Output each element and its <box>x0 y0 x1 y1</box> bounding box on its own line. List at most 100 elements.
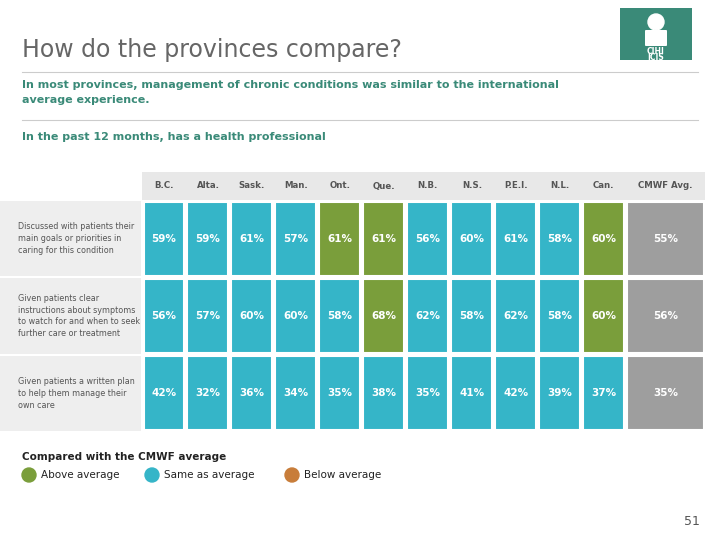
FancyBboxPatch shape <box>408 279 449 353</box>
Text: Sask.: Sask. <box>239 181 265 191</box>
FancyBboxPatch shape <box>495 279 536 353</box>
FancyBboxPatch shape <box>627 279 703 353</box>
FancyBboxPatch shape <box>364 201 405 276</box>
FancyBboxPatch shape <box>495 201 536 276</box>
FancyBboxPatch shape <box>187 201 228 276</box>
Text: 35%: 35% <box>653 388 678 399</box>
FancyBboxPatch shape <box>620 8 692 60</box>
Text: Que.: Que. <box>373 181 395 191</box>
FancyBboxPatch shape <box>583 201 624 276</box>
Text: 58%: 58% <box>328 311 352 321</box>
FancyBboxPatch shape <box>408 201 449 276</box>
FancyBboxPatch shape <box>320 201 361 276</box>
FancyBboxPatch shape <box>627 356 703 430</box>
Text: 42%: 42% <box>151 388 176 399</box>
Text: 58%: 58% <box>459 311 485 321</box>
FancyBboxPatch shape <box>231 201 272 276</box>
FancyBboxPatch shape <box>142 172 705 200</box>
Text: 51: 51 <box>684 515 700 528</box>
FancyBboxPatch shape <box>0 278 141 354</box>
FancyBboxPatch shape <box>364 279 405 353</box>
Text: Discussed with patients their
main goals or priorities in
caring for this condit: Discussed with patients their main goals… <box>18 222 134 255</box>
Circle shape <box>285 468 299 482</box>
FancyBboxPatch shape <box>276 279 316 353</box>
FancyBboxPatch shape <box>187 356 228 430</box>
Text: 61%: 61% <box>372 234 397 244</box>
Text: 55%: 55% <box>653 234 678 244</box>
Text: 61%: 61% <box>240 234 264 244</box>
FancyBboxPatch shape <box>231 279 272 353</box>
Text: Same as average: Same as average <box>164 470 254 480</box>
Text: 32%: 32% <box>195 388 220 399</box>
Text: Alta.: Alta. <box>197 181 220 191</box>
FancyBboxPatch shape <box>583 279 624 353</box>
Text: Compared with the CMWF average: Compared with the CMWF average <box>22 452 226 462</box>
FancyBboxPatch shape <box>451 279 492 353</box>
Text: 57%: 57% <box>195 311 220 321</box>
Text: 58%: 58% <box>547 234 572 244</box>
FancyBboxPatch shape <box>539 356 580 430</box>
Text: CIHI: CIHI <box>647 46 665 56</box>
FancyBboxPatch shape <box>364 356 405 430</box>
FancyBboxPatch shape <box>408 356 449 430</box>
Text: 60%: 60% <box>591 311 616 321</box>
Text: 41%: 41% <box>459 388 485 399</box>
Text: 35%: 35% <box>415 388 441 399</box>
Text: 56%: 56% <box>415 234 441 244</box>
FancyBboxPatch shape <box>627 201 703 276</box>
FancyBboxPatch shape <box>187 279 228 353</box>
Text: Given patients a written plan
to help them manage their
own care: Given patients a written plan to help th… <box>18 377 135 410</box>
Text: 62%: 62% <box>503 311 528 321</box>
FancyBboxPatch shape <box>143 201 184 276</box>
Text: N.B.: N.B. <box>418 181 438 191</box>
Text: In most provinces, management of chronic conditions was similar to the internati: In most provinces, management of chronic… <box>22 80 559 105</box>
Text: 60%: 60% <box>240 311 264 321</box>
FancyBboxPatch shape <box>645 30 667 46</box>
Text: 61%: 61% <box>328 234 352 244</box>
Text: 57%: 57% <box>284 234 308 244</box>
Text: Can.: Can. <box>593 181 615 191</box>
FancyBboxPatch shape <box>451 201 492 276</box>
Text: In the past 12 months, has a health professional: In the past 12 months, has a health prof… <box>22 132 325 142</box>
Text: N.L.: N.L. <box>550 181 570 191</box>
Text: Ont.: Ont. <box>330 181 351 191</box>
Text: 60%: 60% <box>284 311 308 321</box>
Text: 34%: 34% <box>284 388 308 399</box>
FancyBboxPatch shape <box>143 356 184 430</box>
Text: 58%: 58% <box>547 311 572 321</box>
Text: 38%: 38% <box>372 388 397 399</box>
Text: 35%: 35% <box>328 388 352 399</box>
FancyBboxPatch shape <box>583 356 624 430</box>
Text: 56%: 56% <box>653 311 678 321</box>
Text: Man.: Man. <box>284 181 308 191</box>
FancyBboxPatch shape <box>276 201 316 276</box>
Text: 68%: 68% <box>372 311 397 321</box>
FancyBboxPatch shape <box>231 356 272 430</box>
Text: P.E.I.: P.E.I. <box>504 181 528 191</box>
Text: Above average: Above average <box>41 470 120 480</box>
Text: 39%: 39% <box>547 388 572 399</box>
Circle shape <box>22 468 36 482</box>
Circle shape <box>145 468 159 482</box>
FancyBboxPatch shape <box>539 201 580 276</box>
Text: CMWF Avg.: CMWF Avg. <box>638 181 693 191</box>
FancyBboxPatch shape <box>0 201 141 276</box>
FancyBboxPatch shape <box>320 356 361 430</box>
Text: Below average: Below average <box>304 470 382 480</box>
FancyBboxPatch shape <box>276 356 316 430</box>
Text: 61%: 61% <box>503 234 528 244</box>
Text: 59%: 59% <box>196 234 220 244</box>
Text: 56%: 56% <box>151 311 176 321</box>
Text: How do the provinces compare?: How do the provinces compare? <box>22 38 402 62</box>
Text: 60%: 60% <box>459 234 485 244</box>
FancyBboxPatch shape <box>0 356 141 431</box>
Text: 60%: 60% <box>591 234 616 244</box>
Text: 59%: 59% <box>151 234 176 244</box>
FancyBboxPatch shape <box>320 279 361 353</box>
Text: 62%: 62% <box>415 311 441 321</box>
FancyBboxPatch shape <box>539 279 580 353</box>
Text: 37%: 37% <box>591 388 616 399</box>
FancyBboxPatch shape <box>451 356 492 430</box>
Text: 42%: 42% <box>503 388 528 399</box>
Text: ICIS: ICIS <box>647 53 665 63</box>
